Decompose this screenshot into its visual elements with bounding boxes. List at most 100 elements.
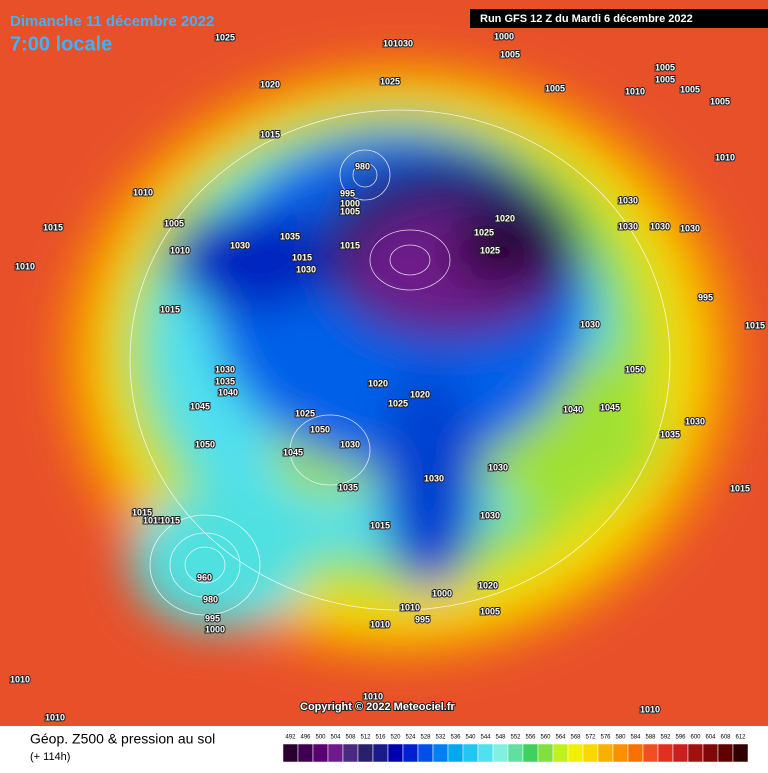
legend-swatch <box>732 743 749 763</box>
legend-label: 516 <box>375 735 386 741</box>
legend-label: 604 <box>705 735 716 741</box>
pressure-label: 1025 <box>380 76 400 86</box>
legend-swatch <box>477 743 494 763</box>
pressure-label: 1015 <box>132 507 152 517</box>
time-title: 7:00 locale <box>10 33 112 55</box>
legend-swatch <box>672 743 689 763</box>
pressure-label: 1020 <box>368 378 388 388</box>
pressure-label: 995 <box>340 188 355 198</box>
legend-label: 536 <box>450 735 461 741</box>
pressure-label: 1030 <box>488 462 508 472</box>
pressure-label: 1050 <box>625 364 645 374</box>
run-box <box>470 9 768 28</box>
legend-label: 504 <box>330 735 341 741</box>
pressure-label: 1005 <box>710 96 730 106</box>
pressure-label: 1005 <box>545 83 565 93</box>
pressure-label: 1030 <box>340 439 360 449</box>
pressure-label: 1050 <box>310 424 330 434</box>
pressure-label: 1010 <box>370 619 390 629</box>
legend-label: 600 <box>690 735 701 741</box>
pressure-label: 1025 <box>388 398 408 408</box>
pressure-label: 1005 <box>480 606 500 616</box>
legend-label: 548 <box>495 735 506 741</box>
legend-label: 584 <box>630 735 641 741</box>
pressure-label: 1015 <box>143 515 163 525</box>
legend-swatch <box>507 743 524 763</box>
pressure-label: 1000 <box>432 588 452 598</box>
pressure-label: 1040 <box>563 404 583 414</box>
legend-label: 508 <box>345 735 356 741</box>
legend-label: 512 <box>360 735 371 741</box>
legend-label: 572 <box>585 735 596 741</box>
pressure-label: 1035 <box>215 376 235 386</box>
pressure-label: 1030 <box>618 195 638 205</box>
pressure-label: 1025 <box>215 32 235 42</box>
pressure-label: 1035 <box>338 482 358 492</box>
pressure-label: 1000 <box>340 198 360 208</box>
legend-swatch <box>522 743 539 763</box>
pressure-label: 1005 <box>164 218 184 228</box>
pressure-label: 1015 <box>730 483 750 493</box>
legend-swatch <box>612 743 629 763</box>
pressure-label: 1005 <box>655 74 675 84</box>
pressure-label: 1045 <box>190 401 210 411</box>
legend-swatch <box>492 743 509 763</box>
pressure-label: 1015 <box>745 320 765 330</box>
pressure-label: 1015 <box>43 222 63 232</box>
footer-lead: (+ 114h) <box>30 751 70 763</box>
legend-swatch <box>282 743 299 763</box>
legend-swatch <box>432 743 449 763</box>
pressure-label: 1015 <box>160 304 180 314</box>
pressure-label: 1030 <box>215 364 235 374</box>
pressure-label: 1010 <box>640 704 660 714</box>
pressure-label: 1025 <box>480 245 500 255</box>
legend-label: 540 <box>465 735 476 741</box>
legend-swatch <box>582 743 599 763</box>
legend-label: 592 <box>660 735 671 741</box>
pressure-label: 1020 <box>410 389 430 399</box>
legend-swatch <box>702 743 719 763</box>
legend-swatch <box>312 743 329 763</box>
pressure-label: 1050 <box>195 439 215 449</box>
legend-swatch <box>687 743 704 763</box>
pressure-label: 1030 <box>680 223 700 233</box>
pressure-label: 1005 <box>655 62 675 72</box>
pressure-label: 1030 <box>296 264 316 274</box>
legend-label: 552 <box>510 735 521 741</box>
pressure-label: 1010 <box>45 712 65 722</box>
pressure-label: 1000 <box>494 31 514 41</box>
pressure-label: 1000 <box>205 624 225 634</box>
pressure-label: 1030 <box>424 473 444 483</box>
pressure-label: 1010 <box>715 152 735 162</box>
legend-swatch <box>642 743 659 763</box>
legend-swatch <box>342 743 359 763</box>
run-info: Run GFS 12 Z du Mardi 6 décembre 2022 <box>480 13 693 25</box>
legend-swatch <box>462 743 479 763</box>
legend-label: 568 <box>570 735 581 741</box>
pressure-label: 1005 <box>680 84 700 94</box>
legend-label: 500 <box>315 735 326 741</box>
legend-swatch <box>327 743 344 763</box>
pressure-label: 1030 <box>618 221 638 231</box>
pressure-label: 1030 <box>685 416 705 426</box>
pressure-label: 1010 <box>363 691 383 701</box>
legend-label: 588 <box>645 735 656 741</box>
legend-swatch <box>387 743 404 763</box>
legend-label: 560 <box>540 735 551 741</box>
pressure-label: 1015 <box>260 129 280 139</box>
pressure-label: 1040 <box>218 387 238 397</box>
legend-swatch <box>597 743 614 763</box>
legend-label: 520 <box>390 735 401 741</box>
pressure-label: 980 <box>203 594 218 604</box>
pressure-label: 980 <box>355 161 370 171</box>
legend-label: 492 <box>285 735 296 741</box>
pressure-label: 1010 <box>10 674 30 684</box>
legend-label: 596 <box>675 735 686 741</box>
pressure-label: 1030 <box>580 319 600 329</box>
pressure-label: 1010 <box>400 602 420 612</box>
pressure-label: 1035 <box>660 429 680 439</box>
legend-label: 576 <box>600 735 611 741</box>
pressure-label: 1045 <box>283 447 303 457</box>
pressure-label: 1005 <box>340 206 360 216</box>
legend-label: 532 <box>435 735 446 741</box>
